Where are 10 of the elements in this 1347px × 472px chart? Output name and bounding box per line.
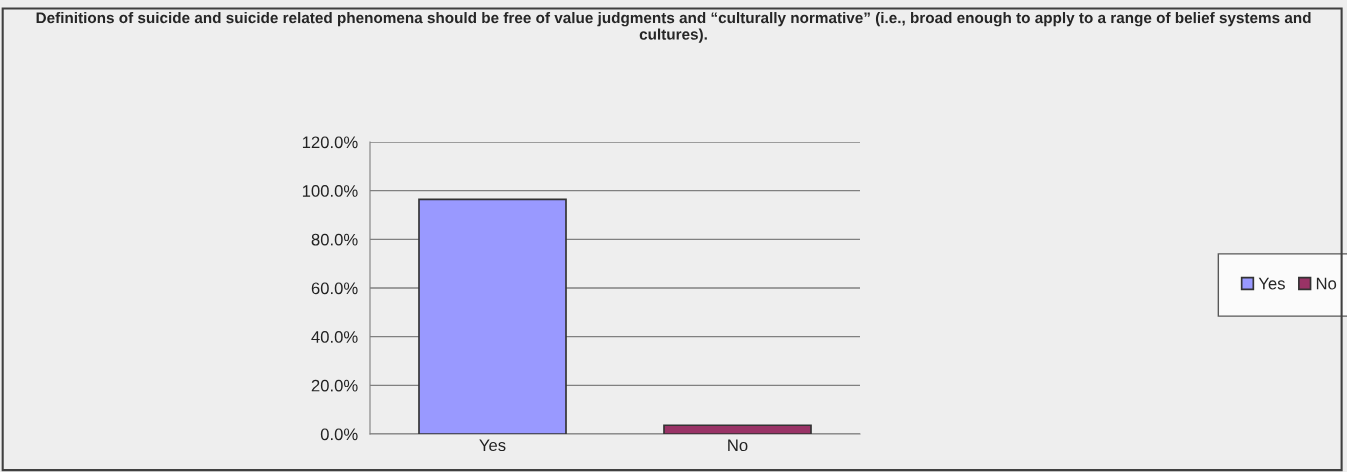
y-tick-label: 20.0%: [311, 379, 358, 392]
legend-label: No: [1316, 277, 1337, 290]
y-tick-label: 40.0%: [311, 331, 358, 343]
chart-title: Definitions of suicide and suicide related phenomena should be free of value judgments and “culturally normative” (i.e., broad enough to apply to a range of belief systems and cultures).: [36, 12, 1311, 43]
legend-label: Yes: [1258, 277, 1285, 290]
y-tick-label: 120.0%: [302, 136, 358, 149]
y-tick-label: 80.0%: [311, 233, 358, 246]
y-tick-label: 60.0%: [311, 282, 358, 295]
y-tick-label: 0.0%: [320, 428, 358, 441]
y-tick-label: 100.0%: [302, 185, 358, 197]
